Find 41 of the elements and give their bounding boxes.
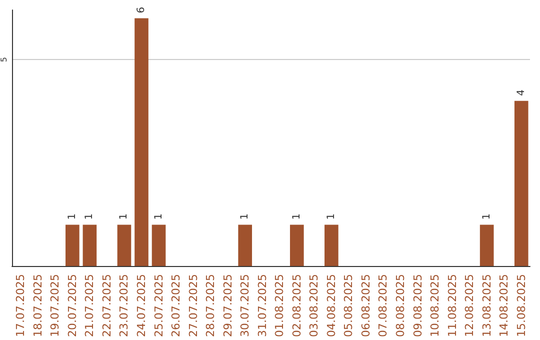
x-tick-label: 30.07.2025 xyxy=(238,274,252,338)
x-tick-label: 15.08.2025 xyxy=(514,274,528,338)
x-tick-label: 01.08.2025 xyxy=(273,274,286,338)
data-label: 1 xyxy=(84,213,96,220)
data-label: 4 xyxy=(516,89,527,96)
y-tick-label: 5 xyxy=(0,57,8,62)
x-tick-label: 28.07.2025 xyxy=(204,274,218,338)
x-tick-label: 10.08.2025 xyxy=(428,274,442,338)
x-tick-label: 22.07.2025 xyxy=(100,274,114,338)
x-tick-label: 12.08.2025 xyxy=(463,274,476,338)
x-tick-label: 19.07.2025 xyxy=(48,274,62,338)
x-tick-label: 14.08.2025 xyxy=(498,274,511,338)
x-tick-label: 17.07.2025 xyxy=(14,274,28,338)
x-tick-label: 29.07.2025 xyxy=(221,274,234,338)
x-tick-label: 03.08.2025 xyxy=(308,274,321,338)
x-tick-label: 23.07.2025 xyxy=(118,274,131,338)
x-tick-label: 18.07.2025 xyxy=(31,274,44,338)
data-label: 1 xyxy=(326,213,337,220)
x-tick-label: 24.07.2025 xyxy=(135,274,148,338)
x-tick-label: 07.08.2025 xyxy=(376,274,390,338)
x-tick-label: 13.08.2025 xyxy=(480,274,494,338)
data-label: 1 xyxy=(118,213,130,220)
x-tick-label: 25.07.2025 xyxy=(152,274,166,338)
x-tick-label: 11.08.2025 xyxy=(446,274,459,338)
data-label: 1 xyxy=(153,213,164,220)
x-tick-label: 05.08.2025 xyxy=(342,274,356,338)
data-label: 1 xyxy=(481,213,492,220)
x-tick-label: 26.07.2025 xyxy=(170,274,183,338)
data-label: 6 xyxy=(136,6,147,14)
x-tick-label: 09.08.2025 xyxy=(411,274,424,338)
data-label: 1 xyxy=(66,213,78,220)
data-label: 1 xyxy=(291,213,302,220)
x-tick-label: 27.07.2025 xyxy=(186,274,200,338)
x-tick-label: 04.08.2025 xyxy=(324,274,338,338)
data-label: 1 xyxy=(240,213,251,220)
x-tick-label: 31.07.2025 xyxy=(256,274,269,338)
x-tick-label: 21.07.2025 xyxy=(83,274,96,338)
x-tick-label: 20.07.2025 xyxy=(66,274,79,338)
x-tick-label: 08.08.2025 xyxy=(394,274,407,338)
x-tick-label: 02.08.2025 xyxy=(290,274,304,338)
x-tick-label: 06.08.2025 xyxy=(359,274,372,338)
